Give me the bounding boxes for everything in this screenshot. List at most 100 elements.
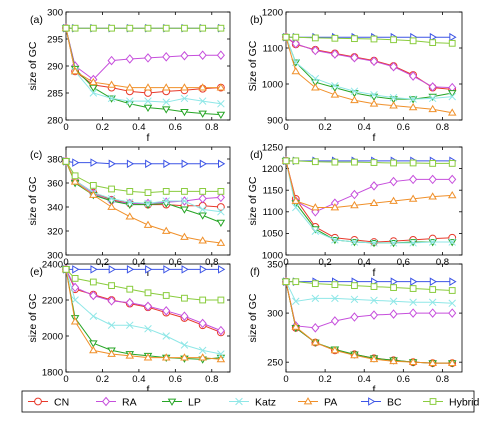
- data-point: [181, 265, 189, 274]
- chart-panel-3: 0 0.2 0.4 0.6 0.8 300 320 340 360 380 f size of GC (…: [27, 146, 231, 279]
- data-point: [217, 188, 225, 195]
- data-point: [311, 294, 320, 303]
- legend-label: Katz: [255, 396, 276, 408]
- data-point: [350, 200, 359, 209]
- x-tick-label: 0.4: [132, 374, 145, 385]
- series-line: [286, 160, 453, 164]
- x-axis-label: f: [373, 384, 376, 396]
- plot-frame: [285, 11, 463, 121]
- data-point: [199, 188, 207, 195]
- y-tick-label: 295: [47, 34, 63, 45]
- x-tick-label: 0.2: [319, 374, 332, 385]
- data-point: [143, 353, 153, 361]
- legend-marker: [368, 397, 376, 406]
- data-point: [107, 94, 116, 103]
- data-point: [217, 350, 225, 358]
- data-point: [218, 159, 226, 169]
- data-point: [126, 285, 134, 293]
- data-point: [198, 212, 207, 220]
- series-pa: [281, 32, 457, 116]
- y-tick-label: 340: [47, 202, 63, 213]
- data-point: [107, 55, 116, 66]
- series-katz: [62, 157, 225, 216]
- legend-item-lp: LP: [162, 396, 201, 408]
- legend-marker: [34, 397, 42, 406]
- y-tick-label: 320: [47, 226, 63, 237]
- panel-label: (f): [250, 266, 260, 278]
- legend-marker: [167, 398, 177, 406]
- y-tick-label: 250: [267, 357, 283, 368]
- data-point: [162, 332, 170, 340]
- data-point: [311, 79, 320, 87]
- data-point: [71, 296, 79, 304]
- data-point: [143, 301, 153, 312]
- y-tick-label: 1150: [263, 186, 283, 197]
- data-point: [108, 185, 115, 193]
- x-tick-label: 0.2: [96, 374, 109, 385]
- data-point: [448, 299, 456, 308]
- data-point: [72, 158, 80, 167]
- data-point: [409, 308, 418, 318]
- data-point: [409, 298, 417, 307]
- data-point: [390, 284, 397, 291]
- legend-label: LP: [188, 396, 201, 408]
- data-point: [163, 265, 171, 274]
- series-line: [65, 160, 221, 165]
- series-ra: [281, 276, 457, 333]
- legend: CN RA LP Katz PA BC Hybrid: [21, 390, 480, 413]
- data-point: [409, 285, 417, 292]
- data-point: [330, 90, 340, 98]
- data-point: [428, 174, 437, 185]
- data-point: [292, 203, 300, 212]
- data-point: [70, 67, 80, 75]
- data-point: [126, 265, 135, 274]
- data-point: [89, 346, 98, 354]
- data-point: [350, 189, 359, 200]
- data-point: [331, 158, 339, 166]
- data-point: [409, 174, 418, 185]
- data-point: [180, 109, 189, 117]
- data-point: [428, 94, 437, 103]
- data-point: [390, 277, 398, 286]
- series-hybrid: [62, 24, 225, 32]
- legend-label: BC: [387, 396, 402, 408]
- y-tick-label: 1100: [263, 207, 283, 218]
- data-point: [408, 103, 418, 111]
- x-axis-label: f: [373, 132, 376, 144]
- data-point: [331, 82, 339, 90]
- x-tick-label: 0.6: [397, 374, 410, 385]
- data-point: [331, 294, 339, 303]
- data-point: [144, 189, 152, 196]
- x-tick-label: 0.6: [397, 122, 410, 133]
- data-point: [292, 157, 300, 165]
- legend-label: Hybrid: [449, 396, 480, 408]
- data-point: [162, 306, 171, 316]
- y-tick-label: 1050: [262, 229, 283, 240]
- data-point: [181, 24, 188, 32]
- series-line: [65, 28, 221, 89]
- series-bc: [283, 277, 457, 286]
- data-point: [180, 341, 189, 349]
- data-point: [89, 84, 98, 92]
- series-line: [65, 269, 221, 355]
- data-point: [448, 174, 457, 185]
- data-point: [90, 265, 98, 274]
- data-point: [369, 310, 379, 320]
- x-tick-label: 0.8: [205, 122, 218, 133]
- series-line: [65, 269, 222, 333]
- data-point: [369, 354, 379, 363]
- data-point: [369, 198, 379, 207]
- y-tick-label: 290: [47, 61, 63, 72]
- data-point: [311, 83, 320, 91]
- data-point: [199, 24, 207, 32]
- data-point: [71, 282, 80, 293]
- x-axis-label: f: [147, 384, 150, 396]
- data-point: [311, 280, 319, 288]
- series-hybrid: [62, 158, 225, 196]
- data-point: [292, 278, 300, 286]
- data-point: [311, 74, 320, 83]
- data-point: [71, 172, 79, 180]
- y-tick-label: 285: [47, 88, 63, 99]
- series-pa: [61, 23, 226, 91]
- legend-item-pa: PA: [298, 396, 337, 408]
